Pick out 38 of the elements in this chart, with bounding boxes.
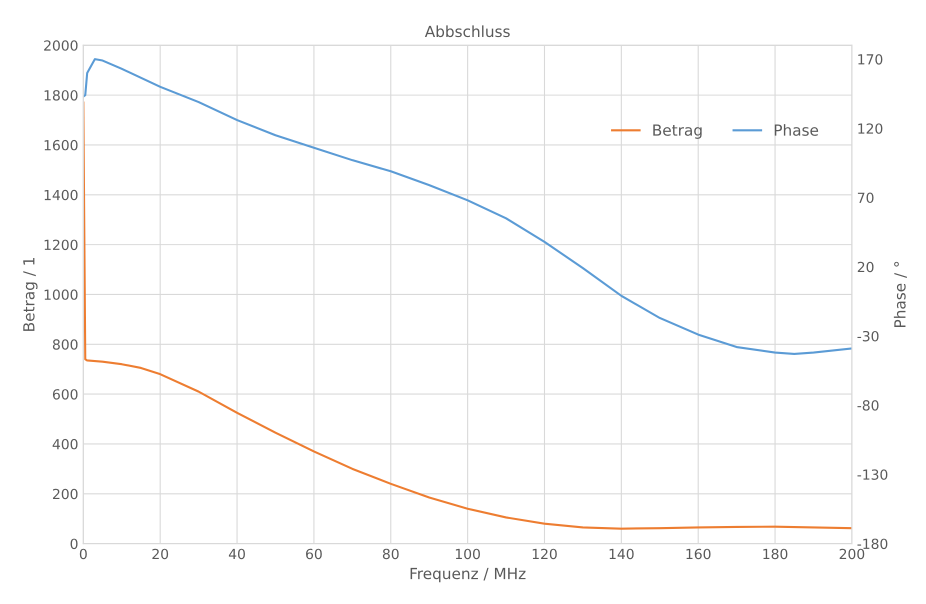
y-tick-label: 800 <box>52 339 78 350</box>
line-series <box>83 58 852 356</box>
y-tick-label: 0 <box>70 538 78 550</box>
y2-tick-label: -80 <box>857 400 879 411</box>
y2-tick-label: 20 <box>858 262 874 272</box>
line-series <box>83 102 852 530</box>
y2-tick-label: 120 <box>858 123 882 134</box>
x-tick-label: 180 <box>763 548 788 560</box>
y2-tick-label: -130 <box>857 469 888 480</box>
y2-tick-label: 170 <box>858 54 882 65</box>
x-tick-label: 100 <box>456 548 480 560</box>
x-tick-label: 140 <box>610 548 634 560</box>
x-axis-title: Frequenz / MHz <box>410 568 526 582</box>
x-tick-label: 160 <box>686 548 711 560</box>
legend-label: Betrag <box>653 124 702 139</box>
x-tick-label: 0 <box>80 548 87 560</box>
y-axis-title: Betrag / 1 <box>23 258 38 331</box>
y-tick-label: 1400 <box>44 190 78 200</box>
y-tick-label: 200 <box>52 488 78 500</box>
y-tick-label: 400 <box>52 438 78 450</box>
x-tick-label: 120 <box>532 548 557 560</box>
x-tick-label: 40 <box>228 548 245 560</box>
y-tick-label: 600 <box>52 389 78 400</box>
x-tick-label: 60 <box>306 548 322 560</box>
y2-tick-label: -30 <box>857 330 879 342</box>
y-tick-label: 1000 <box>44 289 78 300</box>
x-tick-label: 200 <box>840 548 864 560</box>
y-tick-label: 1200 <box>44 240 78 250</box>
y2-axis-title: Phase / ° <box>894 262 907 328</box>
chart-title: Abbschluss <box>424 25 510 38</box>
y2-tick-label: 70 <box>858 192 874 204</box>
legend-label: Phase <box>774 124 818 136</box>
y-tick-label: 1800 <box>44 90 78 101</box>
x-tick-label: 80 <box>382 548 399 560</box>
y-tick-label: 2000 <box>44 40 78 51</box>
y2-tick-label: -180 <box>857 538 888 550</box>
x-tick-label: 20 <box>152 548 168 560</box>
y-tick-label: 1600 <box>44 140 78 150</box>
